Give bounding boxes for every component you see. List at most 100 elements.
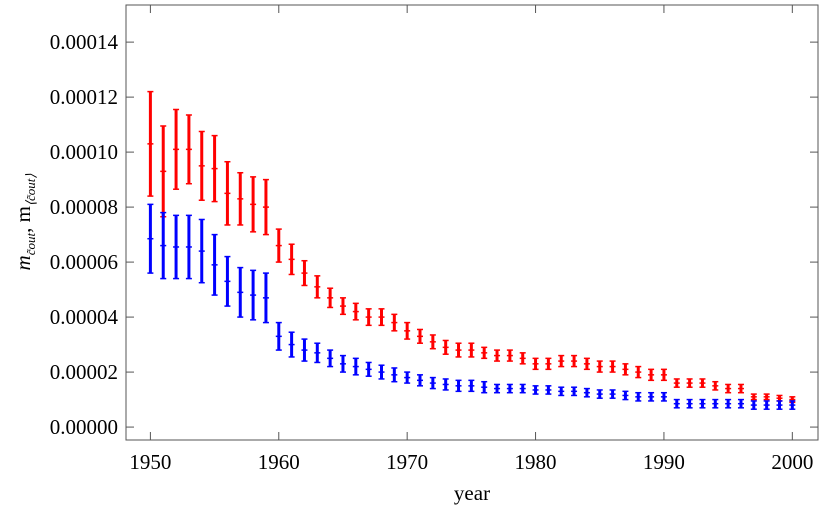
error-bar [147,90,154,197]
error-bar [763,400,770,410]
error-bar [352,302,359,321]
x-tick-label: 1950 [129,450,171,474]
error-bar [494,383,501,394]
error-bar [712,380,719,391]
error-bar [378,364,385,380]
error-bar [609,360,616,373]
y-tick-label: 0.00008 [50,195,118,219]
error-bar [237,266,244,318]
y-axis-label: mc̃out, m⟨c̃out⟩ [11,174,38,271]
error-bar [211,134,218,203]
error-bar [571,354,578,368]
error-bar [506,383,513,394]
y-tick-label: 0.00014 [50,30,119,54]
error-bar [596,389,603,399]
error-bar [417,328,424,344]
x-tick-label: 1980 [515,450,557,474]
error-bar [314,275,321,299]
error-bar [673,378,680,388]
error-bar [429,376,436,390]
y-tick-label: 0.00012 [50,85,118,109]
error-bar [583,357,590,371]
error-bar [250,176,257,233]
error-bar [494,349,501,362]
error-bar [648,368,655,382]
error-bar [211,233,218,296]
error-bar [339,354,346,373]
error-bar [301,338,308,362]
error-bar [288,331,295,358]
error-bar [596,360,603,373]
error-bar [198,218,205,284]
error-bar [737,398,744,409]
error-bar [776,400,783,410]
error-bar [160,125,167,218]
error-bar [519,383,526,394]
plot-frame [125,4,819,441]
error-bar [301,259,308,287]
error-bar [327,349,334,368]
error-bar [365,361,372,377]
error-bar [391,313,398,332]
error-bar [763,393,770,401]
error-bar [558,354,565,368]
error-bar [699,398,706,409]
error-bar [339,297,346,316]
y-tick-label: 0.00004 [50,305,119,329]
error-bar [404,321,411,340]
error-bar [635,365,642,379]
error-bar [558,386,565,397]
error-bar [147,203,154,274]
y-tick-label: 0.00002 [50,360,118,384]
error-bar [648,391,655,402]
error-bar [712,398,719,409]
error-bar [224,160,231,226]
error-bar [365,308,372,327]
error-bar [468,342,475,358]
error-bar [686,378,693,388]
error-bar [686,398,693,409]
error-bar [429,334,436,350]
error-bar [442,339,449,355]
error-bar [404,371,411,384]
error-bar [622,363,629,376]
error-bar [173,108,180,190]
error-bar [185,114,192,185]
error-bar [776,394,783,402]
y-tick-label: 0.00010 [50,140,118,164]
error-bar [262,178,269,236]
error-bar [314,342,321,364]
error-bar [198,130,205,201]
error-bar [352,357,359,376]
error-bar [660,368,667,382]
error-bar [519,352,526,365]
error-bar [545,357,552,371]
error-bar [635,391,642,402]
error-bar [699,378,706,388]
y-tick-label: 0.00006 [50,250,118,274]
error-bar [391,367,398,383]
error-bar [455,379,462,393]
error-bar [609,389,616,399]
error-bar [275,321,282,351]
x-tick-label: 1960 [258,450,300,474]
error-bar [660,391,667,402]
error-bar [622,390,629,401]
error-bar [160,211,167,280]
error-bar [262,272,269,324]
error-bar [468,379,475,393]
x-tick-label: 1970 [386,450,428,474]
y-label-part: ⟨c̃out⟩ [23,174,38,207]
error-bar [750,393,757,401]
error-bar [750,400,757,410]
y-tick-label: 0.00000 [50,415,118,439]
error-bar [532,385,539,395]
y-label-part: , m [11,206,35,233]
error-bar [506,349,513,362]
error-bar [185,214,192,280]
error-bar [571,386,578,397]
error-bar [673,398,680,409]
error-bar [327,287,334,309]
error-bar [455,342,462,358]
